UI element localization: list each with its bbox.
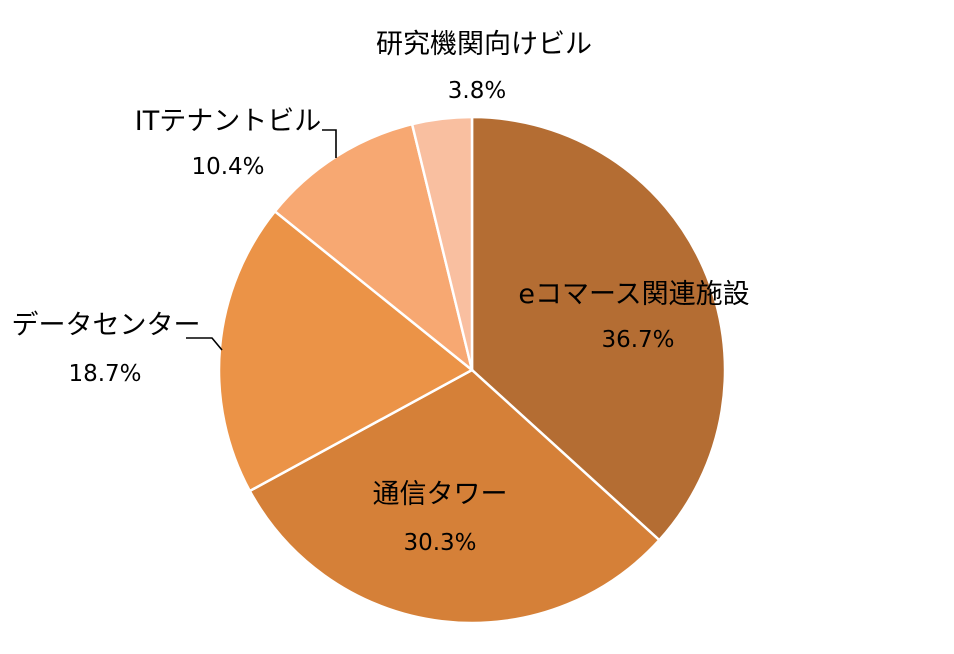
slice-value-data-center: 18.7% — [68, 361, 141, 387]
pie-slice-telecom-tower — [248, 368, 662, 625]
pie-slices — [217, 115, 727, 625]
leader-line-it-tenant-building — [322, 129, 337, 158]
pie-slice-ecommerce — [470, 115, 727, 542]
slice-value-telecom-tower: 30.3% — [403, 530, 476, 556]
pie-slice-research-building — [410, 115, 474, 371]
leader-lines — [186, 129, 337, 351]
slice-value-it-tenant-building: 10.4% — [191, 154, 264, 180]
slice-label-it-tenant-building: ITテナントビル — [135, 106, 321, 137]
slice-label-data-center: データセンター — [12, 310, 201, 341]
slice-value-research-building: 3.8% — [448, 78, 506, 104]
slice-label-ecommerce: eコマース関連施設 — [518, 279, 749, 310]
slice-value-ecommerce: 36.7% — [601, 327, 674, 353]
leader-line-data-center — [186, 337, 223, 351]
slice-label-telecom-tower: 通信タワー — [373, 479, 508, 510]
slice-label-research-building: 研究機関向けビル — [376, 29, 592, 60]
